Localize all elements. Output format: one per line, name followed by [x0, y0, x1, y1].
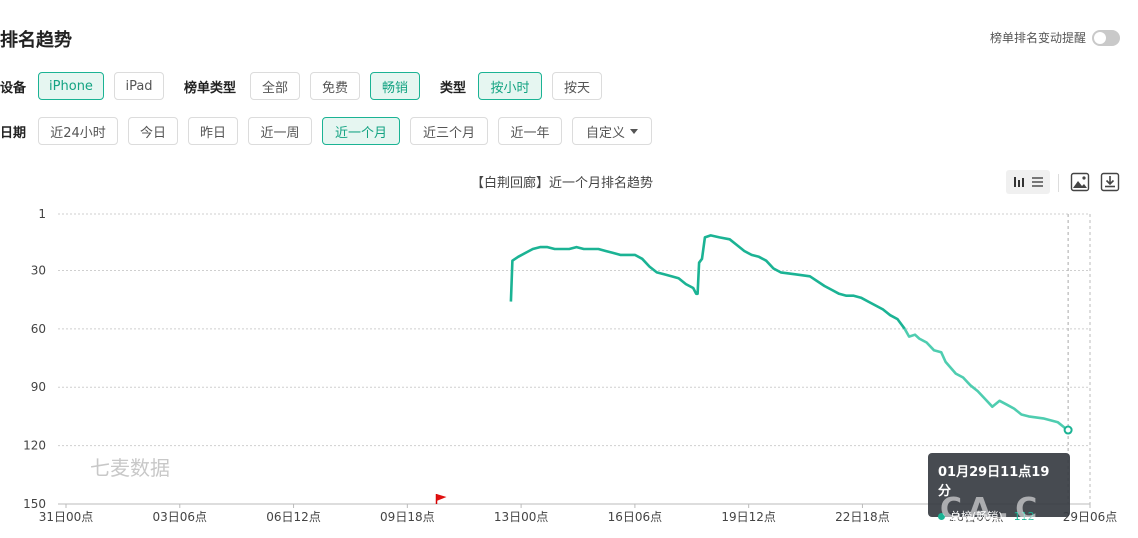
toolbar-divider — [1058, 174, 1059, 192]
rank-alert: 榜单排名变动提醒 — [990, 29, 1120, 46]
y-tick-label: 120 — [23, 439, 46, 453]
rank-alert-label: 榜单排名变动提醒 — [989, 31, 1086, 45]
x-tick-label: 19日12点 — [721, 510, 776, 524]
date-month-button[interactable]: 近一个月 — [322, 117, 400, 145]
chart-tooltip: 01月29日11点19分 总榜(畅销) 112 — [928, 453, 1070, 523]
rank-alert-toggle[interactable] — [1092, 29, 1120, 46]
chart-grid — [58, 213, 1091, 504]
list-type-grossing-button[interactable]: 畅销 — [370, 72, 420, 100]
device-ipad-button[interactable]: iPad — [114, 72, 164, 100]
series-line-path — [509, 234, 906, 330]
date-24h-button[interactable]: 近24小时 — [38, 117, 118, 145]
date-week-button[interactable]: 近一周 — [248, 117, 312, 145]
download-icon — [1100, 172, 1120, 192]
y-tick-label: 60 — [31, 322, 46, 336]
date-label: 日期 — [0, 126, 27, 141]
date-yesterday-button[interactable]: 昨日 — [188, 117, 238, 145]
chart-toggle-icon — [1014, 177, 1043, 187]
toggle-knob — [1094, 31, 1106, 44]
hover-point — [1063, 425, 1073, 435]
series-line — [509, 234, 1069, 432]
x-tick-label: 03日06点 — [153, 510, 208, 524]
x-tick-label: 09日18点 — [380, 510, 435, 524]
list-type-free-button[interactable]: 免费 — [310, 72, 360, 100]
chart-title: 【白荆回廊】近一个月排名趋势 — [470, 176, 653, 191]
flag-icon — [436, 494, 447, 501]
x-tick-label: 31日00点 — [39, 510, 94, 524]
y-tick-label: 150 — [23, 497, 46, 511]
y-tick-label: 90 — [31, 380, 46, 394]
date-custom-dropdown[interactable]: 自定义 — [572, 117, 652, 145]
filter-row-date: 日期 近24小时 今日 昨日 近一周 近一个月 近三个月 近一年 自定义 — [0, 116, 660, 146]
granularity-label: 类型 — [440, 81, 467, 96]
chart-type-toggle[interactable] — [1006, 170, 1050, 194]
chart-watermark: 七麦数据 — [90, 456, 170, 480]
tooltip-value: 112 — [1013, 509, 1035, 523]
chevron-down-icon — [630, 128, 638, 134]
corner-watermark: CA.C — [940, 492, 1044, 527]
date-custom-label: 自定义 — [585, 125, 625, 141]
list-type-label: 榜单类型 — [184, 81, 237, 96]
download-button[interactable] — [1098, 170, 1122, 194]
save-image-button[interactable] — [1068, 170, 1092, 194]
series-line-path-recent — [903, 328, 1069, 432]
tooltip-series-name: 总榜(畅销) — [950, 510, 1003, 523]
y-tick-label: 30 — [31, 263, 46, 277]
tooltip-row: 总榜(畅销) 112 — [938, 508, 1060, 524]
page-title: 排名趋势 — [0, 30, 72, 51]
granularity-day-button[interactable]: 按天 — [552, 72, 602, 100]
device-label: 设备 — [0, 81, 27, 96]
granularity-hour-button[interactable]: 按小时 — [478, 72, 542, 100]
filter-row-device: 设备 iPhone iPad 榜单类型 全部 免费 畅销 类型 按小时 按天 — [0, 71, 620, 101]
y-axis: 1 30 60 90 120 150 — [23, 207, 46, 511]
y-tick-label: 1 — [38, 207, 46, 221]
date-today-button[interactable]: 今日 — [128, 117, 178, 145]
x-tick-label: 06日12点 — [266, 510, 321, 524]
device-iphone-button[interactable]: iPhone — [38, 72, 104, 100]
tooltip-series-dot — [938, 512, 945, 520]
tooltip-time: 01月29日11点19分 — [938, 465, 1050, 499]
date-year-button[interactable]: 近一年 — [498, 117, 562, 145]
x-tick-label: 22日18点 — [835, 510, 890, 524]
event-flag[interactable] — [435, 494, 447, 504]
x-tick-label: 13日00点 — [494, 510, 549, 524]
x-axis: 31日00点 03日06点 06日12点 09日18点 13日00点 16日06点 19日1… — [39, 503, 1118, 524]
save-image-icon — [1070, 172, 1090, 192]
list-type-all-button[interactable]: 全部 — [250, 72, 300, 100]
date-3months-button[interactable]: 近三个月 — [410, 117, 488, 145]
x-tick-label: 16日06点 — [608, 510, 663, 524]
x-tick-label: 29日06点 — [1063, 510, 1118, 524]
